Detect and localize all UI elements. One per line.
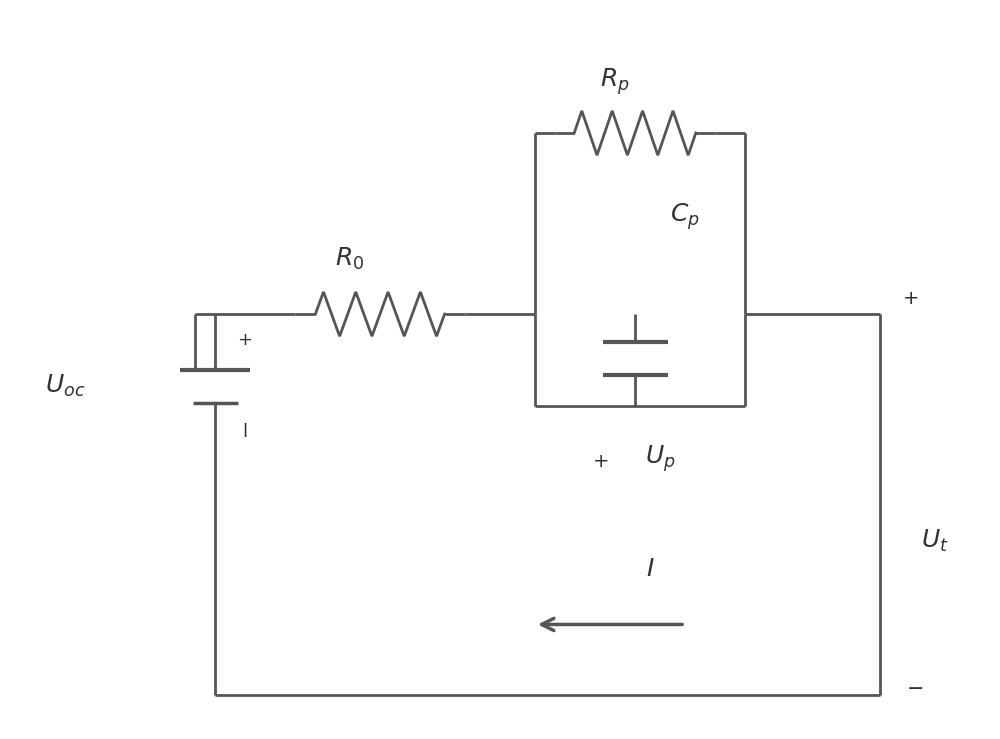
Text: $+$: $+$ bbox=[237, 331, 253, 349]
Text: $U_t$: $U_t$ bbox=[921, 528, 949, 554]
Text: $I$: $I$ bbox=[646, 557, 654, 581]
Text: $+$: $+$ bbox=[902, 290, 918, 308]
Text: $+$: $+$ bbox=[592, 453, 608, 471]
Text: $R_p$: $R_p$ bbox=[600, 66, 630, 97]
Text: $U_p$: $U_p$ bbox=[645, 443, 675, 474]
Text: $U_{oc}$: $U_{oc}$ bbox=[45, 373, 85, 399]
Text: $-$: $-$ bbox=[906, 678, 924, 697]
Text: $C_p$: $C_p$ bbox=[670, 201, 700, 231]
Text: $R_0$: $R_0$ bbox=[335, 245, 365, 272]
Text: $\mathsf{l}$: $\mathsf{l}$ bbox=[242, 423, 248, 441]
